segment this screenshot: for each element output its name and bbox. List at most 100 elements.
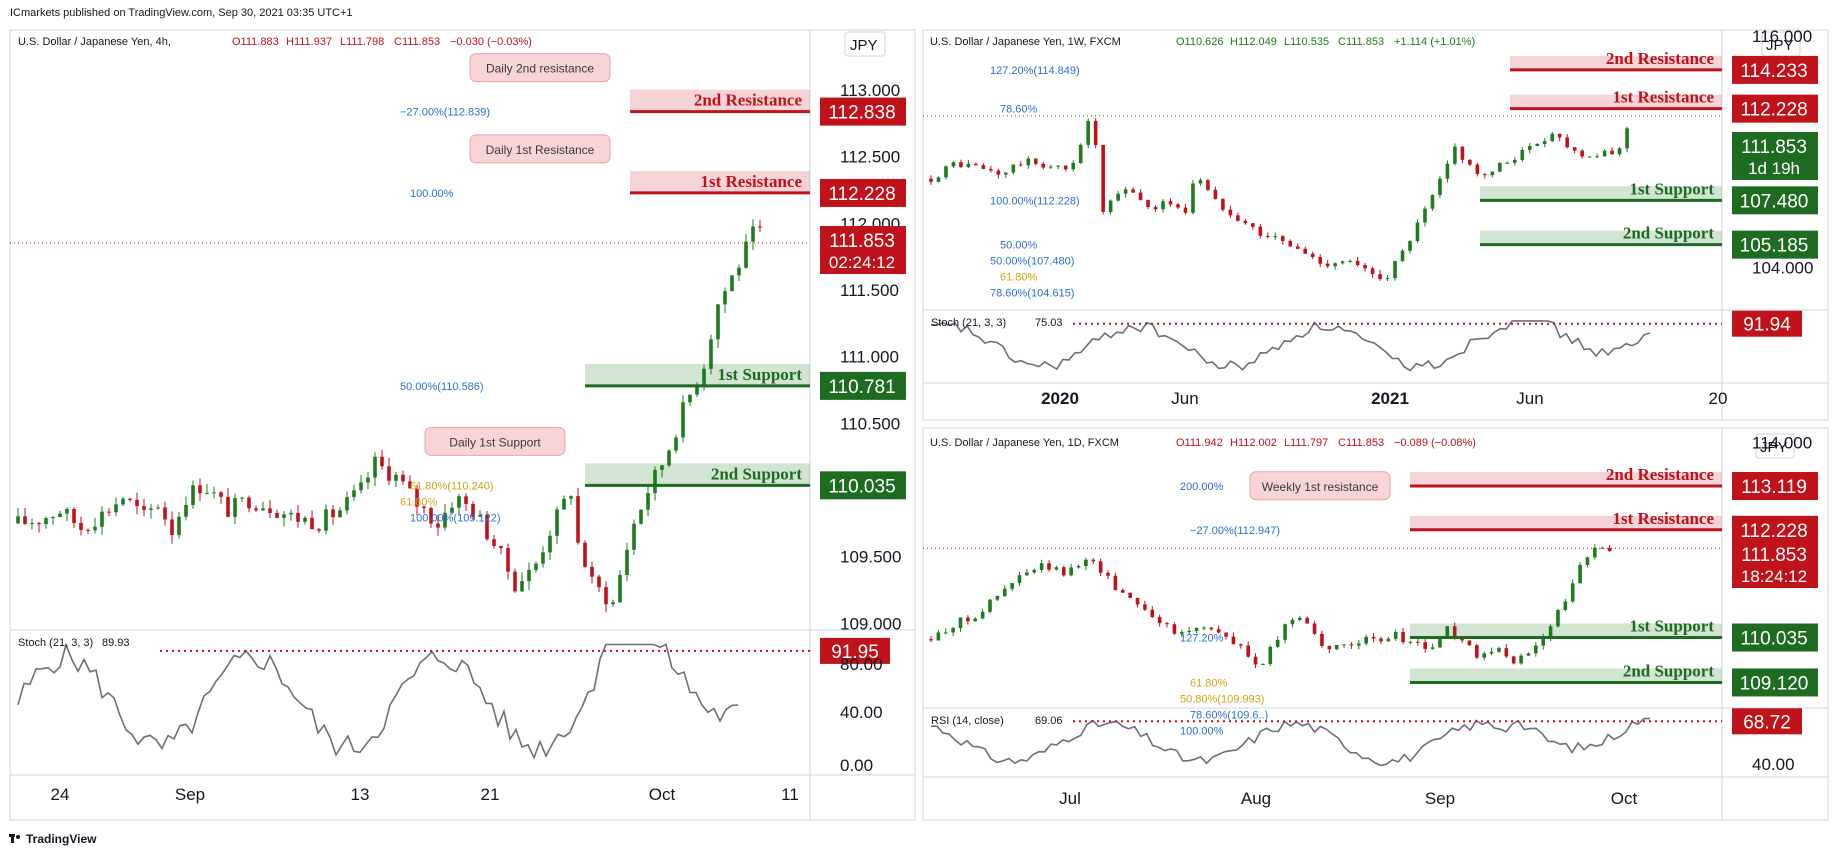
w1-level-badge bbox=[1732, 55, 1818, 84]
h4-x-tick: Oct bbox=[649, 785, 676, 804]
d1-level-label: 1st Resistance bbox=[1612, 509, 1714, 528]
w1-candle-body bbox=[1460, 146, 1465, 160]
h4-candle-body bbox=[548, 535, 552, 553]
w1-level-badge bbox=[1732, 186, 1818, 215]
w1-ohlc-open: O110.626 bbox=[1176, 36, 1224, 48]
w1-ohlc-close: C111.853 bbox=[1338, 36, 1384, 48]
h4-level-label: 2nd Support bbox=[711, 464, 803, 483]
w1-candle-body bbox=[1078, 144, 1083, 163]
h4-candle-body bbox=[660, 465, 664, 470]
d1-candle-body bbox=[1467, 640, 1472, 646]
w1-candle-body bbox=[1280, 236, 1285, 241]
d1-candle-body bbox=[1025, 572, 1029, 576]
h4-ohlc-open: O111.883 bbox=[232, 36, 279, 48]
h4-candle-body bbox=[702, 368, 706, 386]
h4-candle-body bbox=[366, 477, 370, 483]
w1-candle-body bbox=[1071, 162, 1076, 170]
d1-candle-body bbox=[1342, 644, 1346, 646]
d1-ohlc-low: L111.797 bbox=[1284, 437, 1328, 449]
h4-candle-body bbox=[65, 509, 69, 514]
d1-candle-body bbox=[1548, 626, 1553, 637]
d1-candle-body bbox=[1526, 653, 1531, 656]
publish-header: ICmarkets published on TradingView.com, … bbox=[10, 7, 353, 19]
w1-osc-level-badge bbox=[1732, 310, 1802, 337]
h4-candle-body bbox=[352, 490, 356, 498]
h4-candle-body bbox=[219, 492, 223, 497]
h4-y-tick: 112.500 bbox=[840, 148, 900, 167]
d1-candle-body bbox=[1165, 623, 1169, 625]
h4-level-zone bbox=[585, 463, 810, 486]
w1-level-zone bbox=[1510, 94, 1722, 109]
h4-level-badge-value: 112.228 bbox=[828, 184, 895, 205]
w1-candle-body bbox=[1011, 164, 1016, 173]
d1-candle-body bbox=[1349, 644, 1354, 646]
w1-candle-body bbox=[1475, 164, 1480, 175]
h4-candle-body bbox=[198, 485, 202, 494]
d1-candle-body bbox=[1482, 653, 1487, 658]
w1-candle-body bbox=[1340, 261, 1345, 264]
h4-note-text: Daily 1st Resistance bbox=[486, 143, 595, 157]
h4-fib-label: 61.80% bbox=[400, 496, 438, 508]
d1-currency-button[interactable]: JPY bbox=[1755, 433, 1795, 459]
h4-currency-button[interactable]: JPY bbox=[844, 31, 886, 57]
h4-osc-level-badge bbox=[820, 637, 890, 664]
d1-osc-line bbox=[931, 717, 1650, 767]
h4-candle-body bbox=[44, 518, 48, 525]
d1-candle-body bbox=[1430, 647, 1435, 649]
h4-level-zone bbox=[585, 363, 810, 386]
d1-osc-level-value: 68.72 bbox=[1743, 712, 1791, 733]
w1-currency-button[interactable]: JPY bbox=[1761, 31, 1801, 57]
d1-candle-body bbox=[1497, 648, 1501, 652]
h4-candle-body bbox=[646, 493, 650, 510]
h4-note-text: Daily 1st Support bbox=[449, 435, 541, 449]
w1-ohlc-high: H112.049 bbox=[1230, 36, 1277, 48]
h4-candle-body bbox=[310, 517, 314, 530]
w1-candle-body bbox=[1363, 265, 1367, 269]
w1-level-badge bbox=[1732, 94, 1818, 123]
h4-candle-body bbox=[149, 508, 153, 510]
h4-candle-body bbox=[177, 516, 181, 536]
w1-candle-body bbox=[1370, 268, 1375, 275]
h4-candle-body bbox=[233, 497, 237, 517]
w1-candle-body bbox=[1483, 174, 1487, 176]
d1-candle-body bbox=[1379, 638, 1383, 642]
h4-candle-body bbox=[128, 498, 132, 500]
h4-ohlc-change: −0.030 (−0.03%) bbox=[450, 36, 532, 48]
h4-candle-body bbox=[114, 504, 118, 513]
h4-candle-body bbox=[590, 566, 594, 577]
w1-candle-body bbox=[1206, 180, 1210, 190]
h4-candle-body bbox=[275, 512, 279, 518]
w1-candle-body bbox=[1378, 274, 1382, 280]
h4-candle-body bbox=[324, 509, 328, 531]
d1-osc-name: RSI (14, close) bbox=[931, 715, 1004, 727]
h4-candle-body bbox=[716, 304, 720, 340]
d1-level-badge bbox=[1732, 623, 1818, 652]
w1-candle-body bbox=[1168, 201, 1173, 205]
w1-candle-body bbox=[936, 177, 941, 182]
d1-level-badge-value: 113.119 bbox=[1741, 477, 1807, 498]
d1-candle-body bbox=[1179, 631, 1184, 634]
w1-level-badge-value: 112.228 bbox=[1740, 100, 1807, 121]
h4-level-badge-value: 110.781 bbox=[828, 377, 895, 398]
w1-candle-body bbox=[1512, 159, 1517, 163]
d1-candle-body bbox=[1224, 632, 1228, 637]
w1-candle-body bbox=[1468, 159, 1472, 165]
h4-candle-body bbox=[478, 514, 482, 517]
d1-candle-body bbox=[1076, 566, 1081, 568]
h4-candle-body bbox=[730, 275, 734, 292]
h4-candle-body bbox=[464, 496, 468, 504]
d1-ohlc-close: C111.853 bbox=[1338, 437, 1384, 449]
d1-level-badge bbox=[1732, 472, 1818, 501]
d1-osc-level-badge bbox=[1732, 708, 1802, 735]
h4-y-tick: 109.000 bbox=[840, 614, 901, 633]
d1-level-badge bbox=[1732, 668, 1818, 697]
d1-candle-body bbox=[1334, 645, 1339, 650]
d1-ohlc-high: H112.002 bbox=[1230, 437, 1277, 449]
w1-candle-body bbox=[1108, 200, 1113, 212]
w1-candle-body bbox=[1243, 220, 1248, 224]
d1-candle-body bbox=[1209, 627, 1214, 630]
h4-candle-body bbox=[457, 496, 461, 508]
h4-candle-body bbox=[744, 241, 748, 268]
w1-candle-body bbox=[1123, 189, 1128, 194]
w1-candle-body bbox=[1423, 208, 1427, 223]
